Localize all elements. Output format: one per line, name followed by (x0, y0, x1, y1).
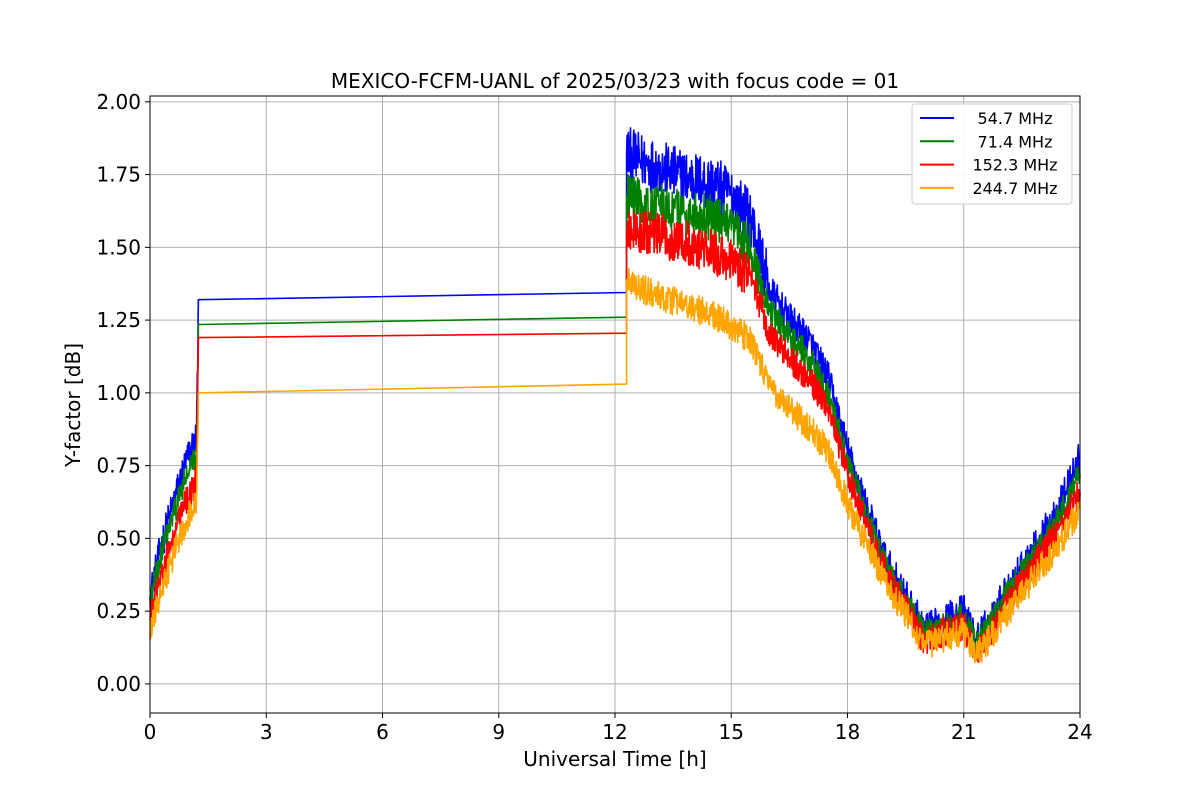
legend-label: 71.4 MHz (978, 132, 1053, 151)
x-tick-label: 24 (1067, 720, 1092, 744)
axis-ticks: 0 3 6 9 12 15 18 21 24 0.00 0.25 0.50 0.75 1.00 1.25 1.… (96, 90, 1092, 744)
chart-title: MEXICO-FCFM-UANL of 2025/03/23 with focu… (331, 69, 899, 93)
legend-label: 244.7 MHz (972, 179, 1057, 198)
y-axis-label: Y-factor [dB] (61, 343, 85, 468)
x-tick-label: 21 (951, 720, 976, 744)
y-tick-label: 0.25 (96, 599, 141, 623)
x-tick-label: 0 (144, 720, 157, 744)
x-tick-label: 3 (260, 720, 273, 744)
legend-label: 152.3 MHz (972, 156, 1057, 175)
legend-label: 54.7 MHz (978, 109, 1053, 128)
y-tick-label: 1.00 (96, 381, 141, 405)
y-tick-label: 0.50 (96, 526, 141, 550)
y-tick-label: 1.25 (96, 308, 141, 332)
y-tick-label: 0.00 (96, 672, 141, 696)
x-tick-label: 15 (719, 720, 744, 744)
y-tick-label: 2.00 (96, 90, 141, 114)
x-tick-label: 12 (602, 720, 627, 744)
y-tick-label: 1.75 (96, 163, 141, 187)
x-axis-label: Universal Time [h] (523, 747, 706, 771)
x-tick-label: 18 (835, 720, 860, 744)
series-lines (149, 127, 1081, 664)
legend: 54.7 MHz 71.4 MHz 152.3 MHz 244.7 MHz (911, 103, 1073, 205)
y-tick-label: 1.50 (96, 235, 141, 259)
x-tick-label: 9 (492, 720, 505, 744)
legend-box (911, 103, 1073, 205)
series-line (149, 267, 1081, 664)
x-tick-label: 6 (376, 720, 389, 744)
y-tick-label: 0.75 (96, 454, 141, 478)
